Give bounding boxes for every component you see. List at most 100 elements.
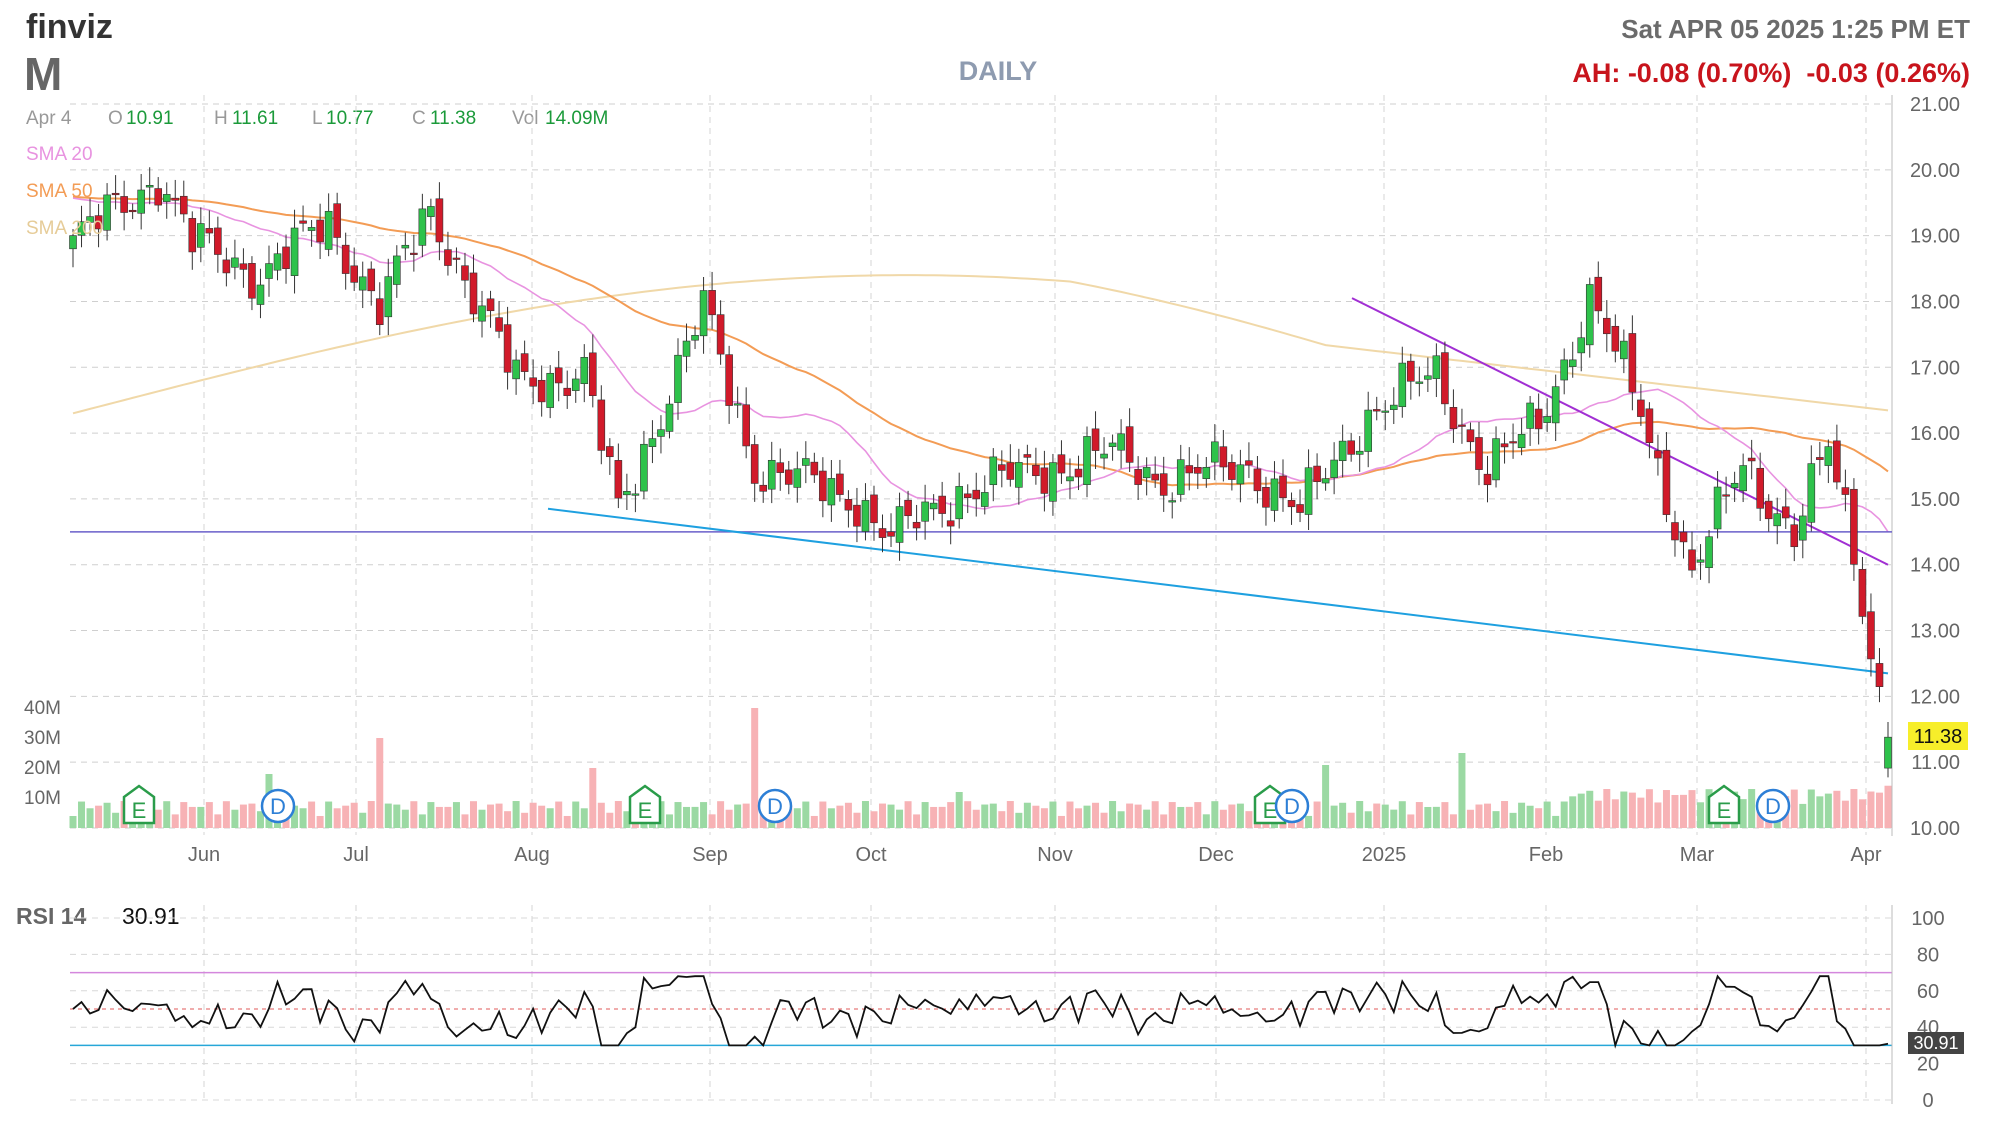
earnings-badge[interactable]: E bbox=[628, 784, 662, 825]
volume-bar bbox=[802, 801, 810, 828]
candle-body bbox=[1125, 426, 1134, 463]
volume-bar bbox=[844, 802, 852, 828]
candle bbox=[1603, 300, 1611, 353]
rsi-tick-label: 0 bbox=[1922, 1090, 1933, 1112]
candle-body bbox=[1688, 549, 1696, 571]
volume-bar bbox=[1339, 802, 1347, 828]
candle bbox=[1074, 455, 1083, 491]
ohlc-low-label: L bbox=[312, 108, 323, 129]
candle bbox=[350, 247, 358, 291]
candle bbox=[1568, 341, 1577, 378]
candle-body bbox=[290, 227, 299, 276]
support-trendline bbox=[547, 507, 1889, 675]
candle bbox=[810, 452, 819, 483]
candle-body bbox=[239, 263, 248, 270]
candle-body bbox=[350, 265, 358, 283]
volume-bar bbox=[785, 805, 793, 828]
candle-body bbox=[1620, 340, 1628, 360]
candle bbox=[1466, 422, 1475, 452]
candle bbox=[316, 203, 324, 260]
candle-body bbox=[1526, 402, 1534, 429]
candle bbox=[1628, 315, 1637, 411]
candle-body bbox=[1015, 462, 1023, 488]
candle-body bbox=[461, 265, 469, 281]
candle bbox=[529, 359, 537, 405]
volume-bar bbox=[1628, 792, 1636, 828]
volume-bar bbox=[205, 802, 213, 828]
ticker-symbol: M bbox=[24, 48, 62, 100]
dividend-badge[interactable]: D bbox=[1274, 788, 1310, 824]
candle bbox=[103, 183, 111, 241]
month-label: Apr bbox=[1850, 844, 1881, 866]
volume-bar bbox=[1100, 812, 1108, 828]
volume-bar bbox=[512, 801, 520, 828]
candle bbox=[1500, 432, 1509, 464]
candle-body bbox=[912, 521, 921, 529]
volume-bar bbox=[1092, 802, 1100, 828]
price-tick-label: 16.00 bbox=[1910, 423, 1960, 445]
candle-body bbox=[1296, 504, 1304, 513]
candle-body bbox=[1850, 488, 1858, 565]
candle-body bbox=[393, 255, 401, 285]
candle-body bbox=[1798, 515, 1807, 541]
candle bbox=[759, 471, 768, 503]
candle bbox=[324, 193, 333, 257]
dividend-badge[interactable]: D bbox=[1755, 788, 1791, 824]
candle-body bbox=[503, 324, 512, 373]
candle-body bbox=[410, 252, 418, 255]
volume-bar bbox=[1501, 801, 1509, 828]
candle bbox=[111, 175, 120, 210]
dividend-badge[interactable]: D bbox=[757, 788, 793, 824]
volume-bar bbox=[1347, 812, 1355, 828]
brand-logo[interactable]: finviz bbox=[26, 8, 113, 46]
candle-body bbox=[1747, 457, 1756, 462]
candle-body bbox=[1415, 381, 1424, 384]
volume-bar bbox=[316, 815, 324, 828]
earnings-badge[interactable]: E bbox=[122, 784, 156, 825]
volume-bar bbox=[1390, 809, 1398, 828]
volume-bar bbox=[1645, 789, 1653, 828]
candle-body bbox=[86, 216, 94, 223]
trend-lines bbox=[70, 297, 1892, 675]
candle-body bbox=[887, 531, 895, 537]
candle bbox=[1662, 432, 1671, 523]
earnings-badge[interactable]: E bbox=[1707, 784, 1741, 825]
candle bbox=[427, 198, 435, 231]
candle-body bbox=[1330, 459, 1338, 478]
rsi-value: 30.91 bbox=[122, 903, 180, 929]
candle-body bbox=[1884, 736, 1892, 769]
candle-body bbox=[256, 284, 265, 305]
volume-bar bbox=[1006, 801, 1014, 828]
candle bbox=[963, 484, 972, 514]
volume-bar bbox=[546, 808, 554, 828]
candle bbox=[333, 192, 341, 255]
candle bbox=[154, 177, 163, 212]
earnings-badge-shape bbox=[628, 784, 662, 825]
candle bbox=[1824, 439, 1833, 484]
candle bbox=[767, 441, 776, 504]
candle-body bbox=[819, 470, 827, 502]
candle-body bbox=[776, 462, 785, 473]
candle-body bbox=[648, 438, 657, 447]
candle-body bbox=[972, 489, 981, 500]
candle bbox=[1875, 648, 1884, 703]
candle bbox=[1313, 453, 1321, 500]
candle-body bbox=[750, 444, 759, 484]
candle-body bbox=[1091, 428, 1100, 451]
dividend-badge-label: D bbox=[1765, 794, 1781, 819]
candle bbox=[1142, 457, 1151, 496]
volume-bar bbox=[1168, 802, 1176, 828]
candle bbox=[197, 207, 205, 263]
candle-body bbox=[1833, 440, 1841, 483]
candle bbox=[887, 513, 895, 548]
candle-body bbox=[759, 484, 768, 492]
volume-bar bbox=[1083, 805, 1091, 828]
candle-body bbox=[1611, 325, 1620, 352]
dividend-badge[interactable]: D bbox=[260, 788, 296, 824]
volume-bar bbox=[1236, 803, 1244, 828]
candle bbox=[742, 387, 750, 459]
candle bbox=[1833, 424, 1841, 490]
volume-bar bbox=[427, 802, 435, 828]
candle-body bbox=[691, 335, 699, 341]
